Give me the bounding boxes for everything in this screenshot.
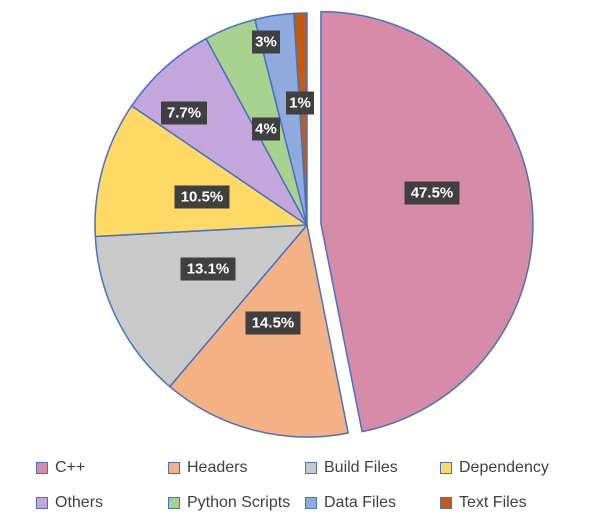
data-label-data-files: 3% xyxy=(252,30,280,54)
data-label-python-scripts: 4% xyxy=(252,117,280,141)
data-label-text: 14.5% xyxy=(252,315,295,332)
legend-swatch xyxy=(305,462,317,474)
data-label-text: 3% xyxy=(255,34,277,51)
legend-item-dependency: Dependency xyxy=(440,457,549,479)
legend-item-others: Others xyxy=(36,492,103,514)
data-label-text: 10.5% xyxy=(181,189,224,206)
legend-item-text-files: Text Files xyxy=(440,492,527,514)
legend-label: Python Scripts xyxy=(187,494,291,511)
legend-label: Dependency xyxy=(459,459,549,476)
data-label-text-files: 1% xyxy=(286,91,314,115)
data-label-box xyxy=(174,185,230,209)
data-label-box xyxy=(245,311,301,335)
data-label-text: 7.7% xyxy=(167,105,201,122)
data-label-build-files: 13.1% xyxy=(180,257,236,281)
data-label-box xyxy=(161,101,207,125)
legend-swatch xyxy=(168,462,180,474)
pie-slice-c xyxy=(320,10,534,433)
data-label-box xyxy=(252,117,280,141)
pie-chart: 47.5% 14.5% 13.1% 10.5% 7.7% 4% 3% 1% xyxy=(94,10,534,438)
pie-slice-text-files xyxy=(293,12,308,226)
data-label-box xyxy=(404,181,460,205)
legend-swatch xyxy=(305,497,317,509)
data-label-text: 47.5% xyxy=(411,185,454,202)
data-label-c: 47.5% xyxy=(404,181,460,205)
legend-swatch xyxy=(440,497,452,509)
legend-swatch xyxy=(168,497,180,509)
data-label-others: 7.7% xyxy=(161,101,207,125)
data-label-dependency: 10.5% xyxy=(174,185,230,209)
data-label-box xyxy=(252,30,280,54)
legend-item-data-files: Data Files xyxy=(305,492,396,514)
pie-slice-build-files xyxy=(94,224,308,388)
data-label-box xyxy=(286,91,314,115)
legend-item-headers: Headers xyxy=(168,457,247,479)
data-label-headers: 14.5% xyxy=(245,311,301,335)
data-label-text: 13.1% xyxy=(187,261,230,278)
legend-item-python-scripts: Python Scripts xyxy=(168,492,290,514)
legend-label: Headers xyxy=(187,459,248,476)
data-label-box xyxy=(180,257,236,281)
legend-swatch xyxy=(440,462,452,474)
legend-swatch xyxy=(36,497,48,509)
legend-item-c: C++ xyxy=(36,457,85,479)
legend-label: Text Files xyxy=(459,494,527,511)
data-label-text: 1% xyxy=(289,95,311,112)
legend-label: Build Files xyxy=(324,459,398,476)
legend-label: Data Files xyxy=(324,494,397,511)
pie-slice-others xyxy=(130,37,308,226)
legend-item-build-files: Build Files xyxy=(305,457,398,479)
legend: C++ Headers Build Files Dependency Others Pyt… xyxy=(0,448,598,524)
legend-swatch xyxy=(36,462,48,474)
legend-label: C++ xyxy=(55,459,86,476)
legend-label: Others xyxy=(55,494,104,511)
data-label-text: 4% xyxy=(255,121,277,138)
pie-slice-dependency xyxy=(94,105,308,238)
